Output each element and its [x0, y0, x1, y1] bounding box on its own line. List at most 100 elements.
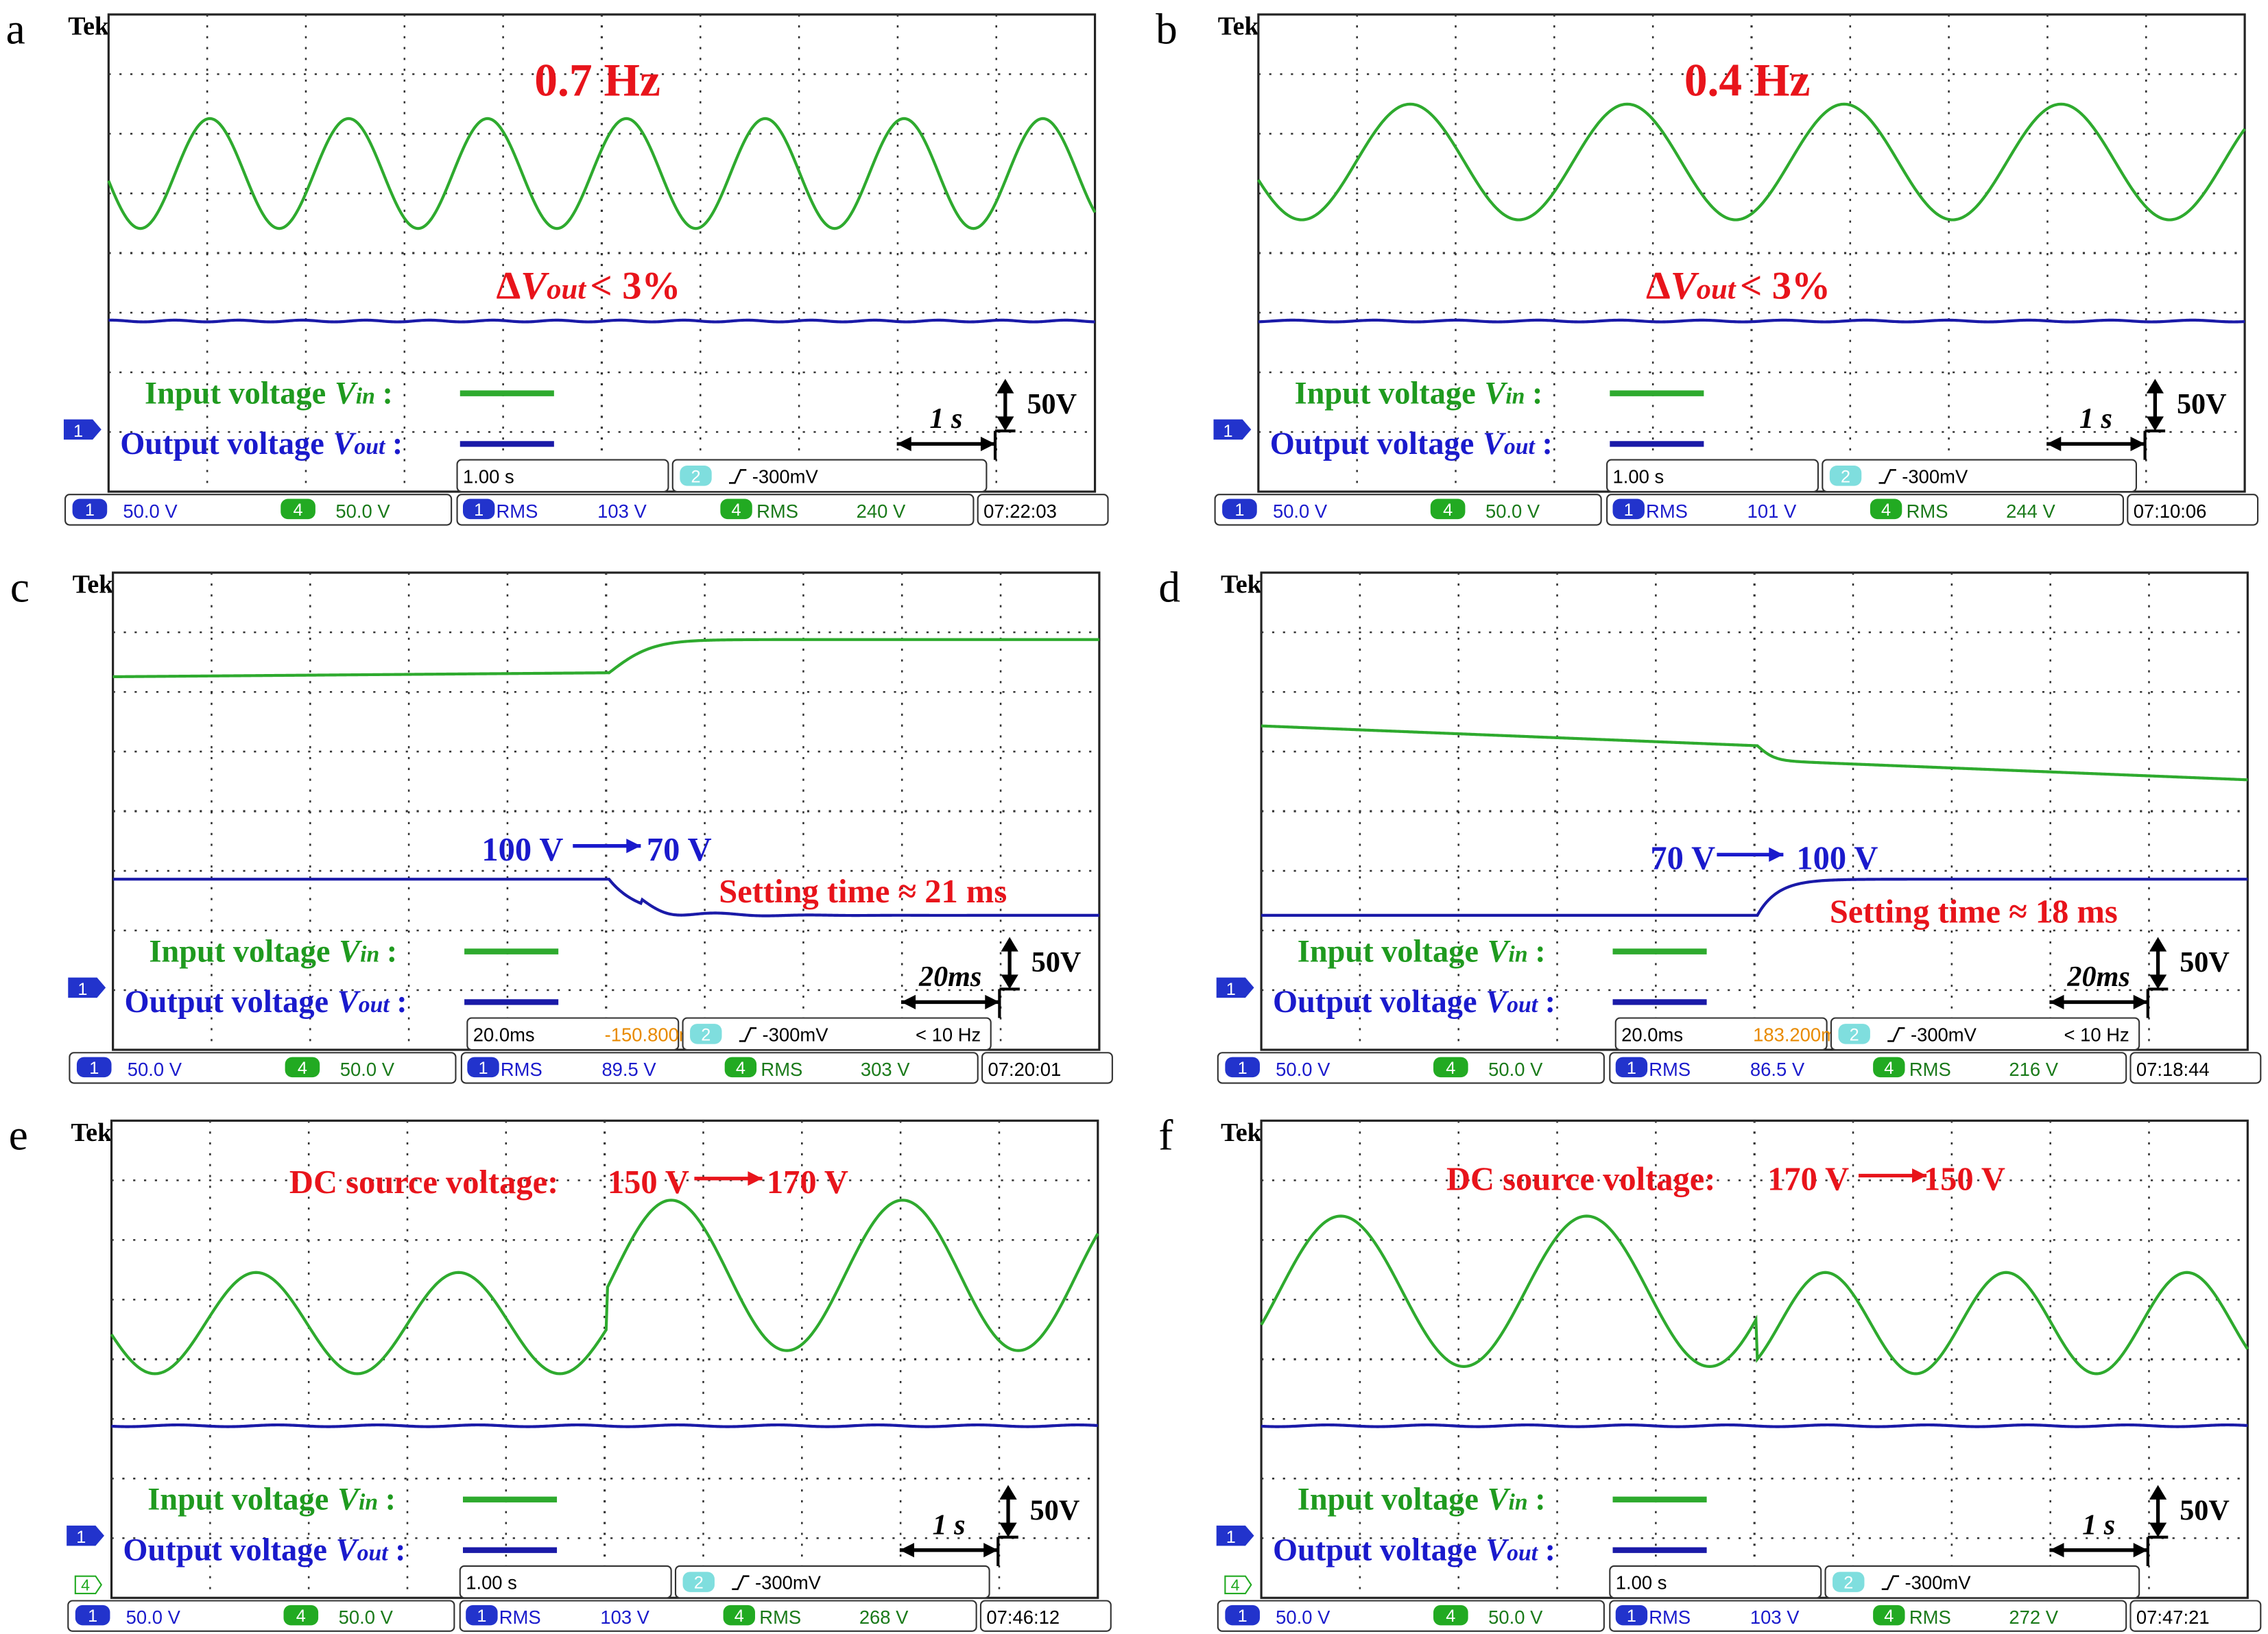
ch1-marker-label: 1 [77, 980, 87, 999]
legend-suffix: : [1535, 1482, 1545, 1517]
legend-var: V [1485, 985, 1509, 1020]
channel-badge [1433, 1605, 1468, 1626]
panel-letter: d [1158, 563, 1180, 611]
measurement-value: 86.5 V [1750, 1059, 1805, 1080]
trigger-edge [739, 1027, 757, 1042]
measurement-type: RMS [756, 501, 798, 522]
ch1-marker [1216, 1525, 1254, 1546]
channel-id: 4 [296, 1607, 306, 1626]
legend-var: V [337, 985, 361, 1020]
channel-badge [690, 1024, 722, 1044]
channel-id: 1 [478, 1059, 488, 1078]
ch1-marker-label: 1 [76, 1528, 86, 1547]
channel-badge [467, 1057, 499, 1078]
ch1-scale: 50.0 V [126, 1607, 181, 1628]
channel-badge [76, 1057, 112, 1078]
legend-label: Output voltage [125, 985, 329, 1020]
ch4-scale: 50.0 V [339, 1607, 394, 1628]
annotation: Setting time ≈ 18 ms [1830, 894, 2118, 930]
channel-badge [1833, 1572, 1865, 1592]
channel-id: 2 [1843, 1574, 1853, 1593]
volt-scale: 50V [2180, 1494, 2230, 1526]
trigger-edge [1878, 469, 1896, 484]
status-box [460, 1052, 979, 1084]
channel-badge [466, 1605, 498, 1626]
channel-id: 4 [1881, 501, 1891, 520]
channel-id: 2 [1841, 467, 1850, 486]
measurement-type: RMS [1909, 1607, 1951, 1628]
legend-var: V [1485, 1533, 1509, 1567]
arrow-head [985, 994, 1000, 1009]
measurement-value: 268 V [859, 1607, 909, 1628]
arrow-head [980, 436, 996, 451]
status-box [1614, 1017, 1828, 1051]
arrow-head [1001, 937, 1018, 989]
input-waveform [1261, 724, 2248, 782]
input-waveform [112, 638, 1099, 679]
status-box [459, 1600, 977, 1632]
output-waveform [1261, 878, 2248, 917]
channel-id: 1 [88, 1607, 97, 1626]
measurement-type: RMS [501, 1059, 542, 1080]
measurement-type: RMS [1649, 1059, 1691, 1080]
brand: Tek [1221, 1118, 1263, 1147]
timebase: 1.00 s [1616, 1572, 1667, 1594]
channel-badge [285, 1057, 320, 1078]
measurement-type: RMS [499, 1607, 541, 1628]
channel-id: 4 [1446, 1059, 1455, 1078]
legend-suffix: : [1545, 1533, 1555, 1567]
arrow-head [996, 379, 1014, 431]
ch1-marker-label: 1 [1226, 980, 1236, 999]
brand: Tek [1221, 570, 1263, 599]
ch1-scale: 50.0 V [1276, 1059, 1330, 1080]
legend-label: Output voltage [1273, 1533, 1477, 1567]
legend-suffix: : [1545, 985, 1555, 1020]
legend-label: Input voltage [1298, 934, 1479, 969]
status-box [1609, 1600, 2127, 1632]
output-waveform [1258, 318, 2245, 324]
arrow-head [626, 839, 641, 854]
volt-scale: 50V [2180, 946, 2230, 978]
output-waveform [1261, 1423, 2248, 1428]
measurement-value: 103 V [1750, 1607, 1800, 1628]
ch1-marker-label: 1 [1226, 1528, 1236, 1547]
legend-suffix: : [387, 934, 397, 969]
channel-badge [1430, 498, 1466, 520]
annotation: 0.7 Hz [534, 55, 660, 106]
annotation: 100 V [481, 832, 563, 868]
legend-sub: in [1509, 1490, 1528, 1515]
volt-scale: 50V [1031, 946, 1082, 978]
arrow-head [2049, 1543, 2064, 1558]
annotation: 150 V [1924, 1162, 2005, 1198]
scope-panel: eTekStop140kHz Noise FilterDC source vol… [9, 1112, 1112, 1632]
measurement-type: RMS [1907, 501, 1948, 522]
channel-id: 4 [1446, 1607, 1455, 1626]
legend-label: Output voltage [120, 426, 324, 461]
legend-var: V [1484, 376, 1508, 411]
brand: Tek [1218, 12, 1260, 41]
legend-sub: out [354, 434, 386, 459]
channel-badge [462, 498, 495, 520]
annotation-suffix: < 3% [1740, 264, 1830, 307]
legend-label: Input voltage [145, 376, 326, 411]
time-scale: 1 s [2082, 1509, 2115, 1541]
measurement-type: RMS [761, 1059, 802, 1080]
legend-entry: Output voltage Vout: [1273, 985, 1555, 1020]
annotation-sub: out [1697, 273, 1736, 305]
status-box [1609, 1565, 1822, 1599]
legend-sub: out [1504, 434, 1536, 459]
legend-entry: Input voltage Vin: [145, 376, 393, 411]
status-box [682, 1017, 992, 1051]
trigger-edge [732, 1575, 750, 1590]
channel-badge [1873, 1605, 1905, 1626]
legend-sub: in [360, 941, 379, 967]
arrow-head [896, 436, 911, 451]
brand: Tek [73, 570, 115, 599]
measurement-value: 240 V [857, 501, 906, 522]
legend-entry: Input voltage Vin: [147, 1482, 396, 1517]
timebase: 1.00 s [466, 1572, 517, 1594]
annotation: 100 V [1796, 841, 1878, 877]
timebase: 1.00 s [1613, 466, 1664, 487]
trigger-level: -300mV [1905, 1572, 1972, 1594]
